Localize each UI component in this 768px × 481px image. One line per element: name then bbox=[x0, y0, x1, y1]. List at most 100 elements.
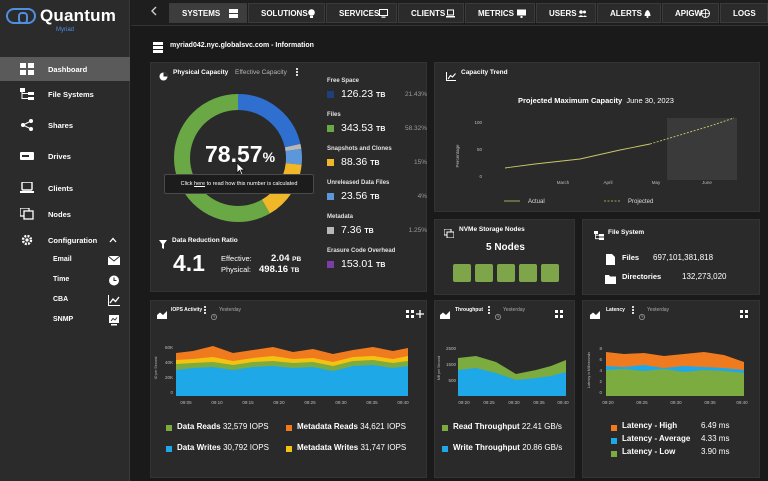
latency-title: Latency bbox=[606, 307, 625, 313]
capacity-trend-chart[interactable]: Percentage 100 50 0 March April May June… bbox=[440, 108, 756, 208]
share-icon bbox=[20, 119, 34, 131]
tab-metrics[interactable]: METRICS bbox=[465, 3, 535, 23]
nvme-node[interactable] bbox=[453, 264, 471, 282]
ring-segment[interactable] bbox=[174, 94, 302, 222]
iops-ylabel: IO per Second bbox=[154, 357, 158, 380]
nvme-node[interactable] bbox=[497, 264, 515, 282]
expand-icon[interactable] bbox=[555, 305, 563, 323]
more-options-icon[interactable] bbox=[296, 68, 299, 77]
legend-swatch bbox=[327, 227, 334, 234]
throughput-read: Read Throughput 22.41 GB/s bbox=[453, 422, 562, 431]
sidebar-subitem-cba[interactable]: CBA bbox=[0, 292, 130, 310]
iops-data-reads: Data Reads 32,579 IOPS bbox=[177, 422, 269, 431]
sidebar-item-drives[interactable]: Drives bbox=[0, 144, 130, 168]
breadcrumb: myriad042.nyc.globalsvc.com - Informatio… bbox=[170, 42, 314, 49]
back-chevron-icon[interactable] bbox=[150, 6, 158, 19]
sidebar-subitem-time[interactable]: Time bbox=[0, 272, 130, 290]
iops-chart[interactable]: IO per Second 60K 40K 20K 0 09:05 09:10 … bbox=[153, 340, 423, 410]
capacity-legend-item[interactable]: Erasure Code Overhead 153.01 TB bbox=[327, 248, 427, 278]
latency-low-area bbox=[606, 369, 744, 396]
expand-icon[interactable] bbox=[406, 305, 414, 323]
collapse-icon[interactable] bbox=[416, 305, 424, 323]
effective-value: 2.04 PB bbox=[271, 253, 302, 264]
laptop-icon bbox=[446, 9, 455, 18]
latency-chart[interactable]: Latency in Milliseconds 8 6 4 2 0 09:20 … bbox=[584, 340, 758, 410]
throughput-ytick: 2500 bbox=[446, 346, 457, 351]
sidebar-item-label: Shares bbox=[48, 120, 74, 130]
iops-xtick: 09:20 bbox=[273, 400, 285, 405]
ring-segment[interactable] bbox=[174, 94, 302, 222]
tab-services[interactable]: SERVICES bbox=[326, 3, 397, 23]
sidebar-item-nodes[interactable]: Nodes bbox=[0, 202, 130, 226]
tab-systems[interactable]: SYSTEMS bbox=[169, 3, 247, 23]
sidebar-item-configuration[interactable]: Configuration bbox=[0, 228, 130, 252]
latency-ytick: 6 bbox=[599, 357, 602, 362]
latency-period: Yesterday bbox=[647, 307, 670, 313]
expand-icon[interactable] bbox=[740, 305, 748, 323]
more-options-icon[interactable] bbox=[632, 306, 635, 315]
capacity-legend-item[interactable]: Files 343.53 TB 58.32% bbox=[327, 112, 427, 142]
physical-capacity-title[interactable]: Physical Capacity bbox=[173, 69, 229, 76]
chevron-up-icon[interactable] bbox=[109, 236, 117, 245]
tab-solutions[interactable]: SOLUTIONS bbox=[248, 3, 325, 23]
nvme-node[interactable] bbox=[519, 264, 537, 282]
iops-period: Yesterday bbox=[219, 307, 242, 313]
latency-high-label: Latency - High bbox=[622, 421, 678, 430]
pie-chart-icon bbox=[159, 68, 168, 86]
iops-ytick: 20K bbox=[165, 375, 173, 380]
more-options-icon[interactable] bbox=[488, 306, 491, 315]
quantum-logo[interactable]: Quantum Myriad bbox=[6, 6, 126, 36]
tab-label: USERS bbox=[549, 8, 577, 18]
tab-label: CLIENTS bbox=[411, 8, 446, 18]
sidebar-item-shares[interactable]: Shares bbox=[0, 113, 130, 137]
capacity-ring-chart[interactable] bbox=[170, 90, 306, 226]
tab-logs[interactable]: LOGS bbox=[720, 3, 768, 23]
more-options-icon[interactable] bbox=[204, 306, 207, 315]
brand-sub: Myriad bbox=[56, 27, 75, 33]
capacity-legend-item[interactable]: Free Space 126.23 TB 21.43% bbox=[327, 78, 427, 108]
line-chart-icon bbox=[446, 68, 456, 86]
latency-xtick: 09:40 bbox=[736, 400, 748, 405]
sidebar-item-label: Drives bbox=[48, 151, 71, 161]
capacity-legend-item[interactable]: Metadata 7.36 TB 1.25% bbox=[327, 214, 427, 244]
sidebar-subitem-label: CBA bbox=[53, 296, 69, 303]
nvme-panel bbox=[434, 219, 575, 295]
sidebar-item-dashboard[interactable]: Dashboard bbox=[0, 57, 130, 81]
nvme-node[interactable] bbox=[475, 264, 493, 282]
tab-users[interactable]: USERS bbox=[536, 3, 596, 23]
data-reduction-ratio: 4.1 bbox=[173, 250, 205, 276]
sidebar-subitem-email[interactable]: Email bbox=[0, 252, 130, 270]
iops-data-writes-area bbox=[176, 365, 408, 396]
chart-icon bbox=[108, 295, 120, 306]
throughput-ytick: 500 bbox=[448, 378, 456, 383]
legend-label: Free Space bbox=[327, 78, 360, 84]
iops-xtick: 09:15 bbox=[242, 400, 254, 405]
latency-xtick: 09:20 bbox=[602, 400, 614, 405]
legend-swatch bbox=[166, 425, 172, 431]
throughput-chart[interactable]: MB per Second 2500 1500 500 09:20 09:25 … bbox=[436, 340, 574, 410]
tooltip-link[interactable]: here bbox=[194, 181, 206, 187]
effective-capacity-toggle[interactable]: Effective Capacity bbox=[235, 69, 287, 76]
capacity-legend-item[interactable]: Unreleased Data Files 23.56 TB 4% bbox=[327, 180, 427, 210]
sidebar-subitem-snmp[interactable]: SNMP bbox=[0, 312, 130, 330]
iops-data-writes: Data Writes 30,792 IOPS bbox=[177, 443, 269, 452]
nvme-node[interactable] bbox=[541, 264, 559, 282]
legend-value: 153.01 TB bbox=[341, 258, 386, 270]
trend-ylabel: Percentage bbox=[455, 144, 460, 168]
throughput-ytick: 1500 bbox=[446, 362, 457, 367]
tab-clients[interactable]: CLIENTS bbox=[398, 3, 464, 23]
gear-icon bbox=[20, 234, 34, 246]
effective-label: Effective: bbox=[221, 254, 252, 263]
tab-alerts[interactable]: ALERTS bbox=[597, 3, 661, 23]
server-icon bbox=[229, 9, 238, 18]
throughput-xtick: 09:20 bbox=[458, 400, 470, 405]
tab-label: LOGS bbox=[733, 8, 756, 18]
latency-xtick: 09:35 bbox=[704, 400, 716, 405]
sidebar-item-clients[interactable]: Clients bbox=[0, 176, 130, 200]
capacity-legend-item[interactable]: Snapshots and Clones 88.36 TB 15% bbox=[327, 146, 427, 176]
sidebar-item-file-systems[interactable]: File Systems bbox=[0, 82, 130, 106]
tab-apigw[interactable]: APIGW bbox=[662, 3, 719, 23]
capacity-percent-value: 78.57% bbox=[205, 141, 276, 167]
users-icon bbox=[578, 9, 587, 18]
